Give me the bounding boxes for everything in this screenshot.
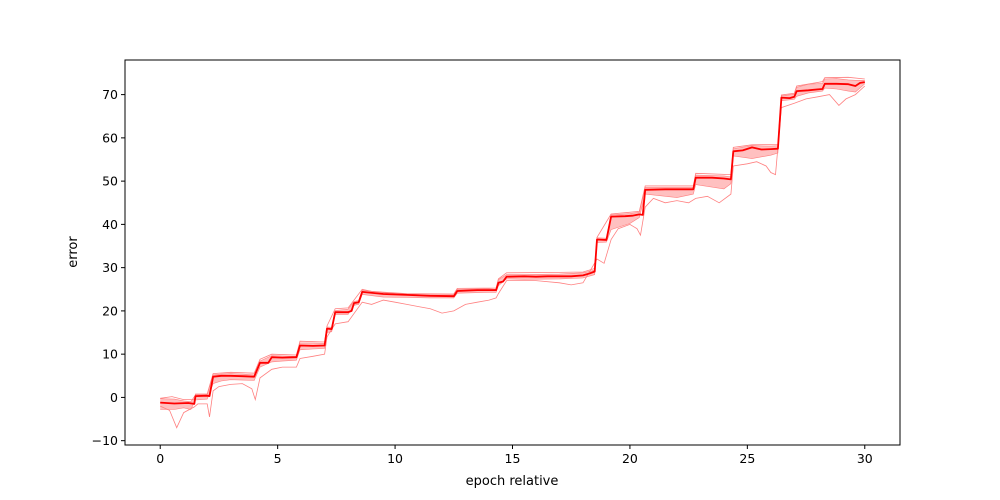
lower-line (160, 83, 865, 410)
y-axis-label: error (66, 236, 81, 268)
y-tick-label: −10 (92, 433, 118, 448)
min-line (160, 85, 866, 429)
y-tick-label: 20 (102, 303, 118, 318)
x-tick-label: 5 (274, 451, 282, 466)
y-tick-label: 50 (102, 174, 118, 189)
plot-area (160, 76, 866, 429)
x-tick-label: 30 (857, 451, 873, 466)
y-tick-label: 30 (102, 260, 118, 275)
y-tick-label: 10 (102, 347, 118, 362)
x-tick-label: 25 (739, 451, 755, 466)
x-tick-label: 10 (387, 451, 403, 466)
y-tick-label: 70 (102, 87, 118, 102)
x-tick-label: 15 (505, 451, 521, 466)
x-axis-label: epoch relative (466, 474, 559, 489)
y-tick-label: 0 (110, 390, 118, 405)
y-tick-label: 60 (102, 130, 118, 145)
x-tick-label: 20 (622, 451, 638, 466)
y-tick-label: 40 (102, 217, 118, 232)
axes: 0 5 10 15 20 25 30 −10 0 10 20 30 40 50 60 70 (92, 59, 901, 466)
mean-line (160, 81, 865, 405)
x-tick-label: 0 (156, 451, 164, 466)
